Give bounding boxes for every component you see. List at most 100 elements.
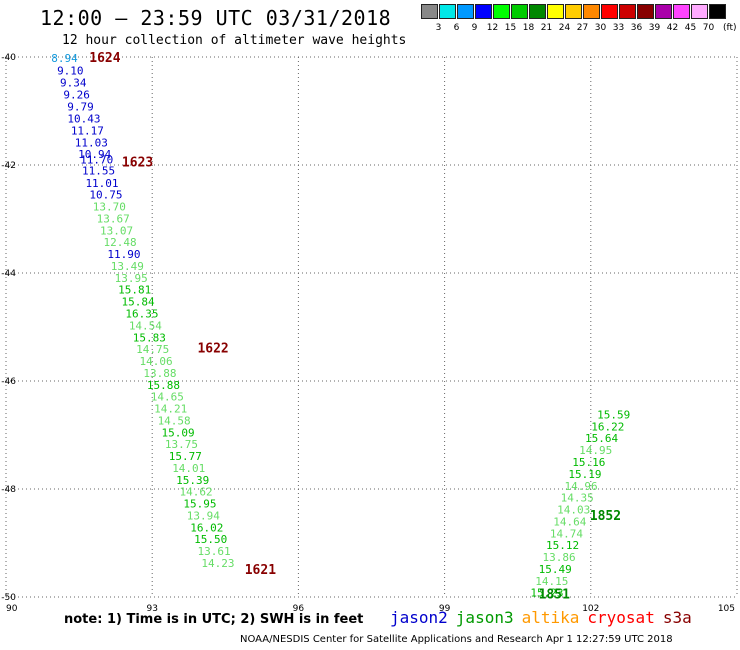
color-scale-swatch [547, 4, 564, 19]
legend-item-jason3: jason3 [455, 608, 514, 627]
color-scale-swatch [619, 4, 636, 19]
wave-height-point: 13.67 [97, 212, 130, 225]
wave-height-point: 13.86 [543, 551, 576, 564]
color-scale-label: 6 [453, 23, 460, 33]
wave-height-point: 13.95 [115, 272, 148, 285]
wave-height-point: 11.55 [82, 164, 115, 177]
wave-height-point: 15.12 [546, 539, 579, 552]
color-scale-swatch [457, 4, 474, 19]
pass-time-label: 1624 [89, 51, 120, 66]
wave-height-point: 11.03 [75, 136, 108, 149]
wave-height-point: 14.75 [136, 343, 169, 356]
color-scale-label: 30 [594, 23, 607, 33]
credit-line: NOAA/NESDIS Center for Satellite Applica… [240, 634, 673, 645]
wave-height-point: 9.10 [57, 65, 84, 78]
x-tick-label: 96 [293, 604, 305, 614]
wave-height-point: 16.35 [125, 308, 158, 321]
pass-time-label: 1851 [539, 587, 570, 602]
wave-height-point: 15.23 [530, 587, 563, 600]
wave-height-point: 15.84 [122, 296, 155, 309]
color-scale-swatch [709, 4, 726, 19]
wave-height-point: 11.17 [71, 124, 104, 137]
wave-height-point: 15.77 [169, 450, 202, 463]
color-scale-swatch [673, 4, 690, 19]
color-scale-label: 39 [648, 23, 661, 33]
legend-item-s3a: s3a [662, 608, 692, 627]
wave-height-point: 15.49 [539, 563, 572, 576]
wave-height-point: 15.81 [118, 284, 151, 297]
x-tick-label: 90 [6, 604, 18, 614]
color-scale-label: 33 [612, 23, 625, 33]
wave-height-point: 13.75 [165, 438, 198, 451]
color-scale-label: 70 [702, 23, 715, 33]
wave-height-point: 13.94 [187, 509, 220, 522]
color-scale-unit: (ft) [723, 23, 737, 33]
legend-item-cryosat: cryosat [587, 608, 655, 627]
wave-height-point: 14.74 [550, 527, 583, 540]
color-scale-swatch [439, 4, 456, 19]
color-scale-label: 45 [684, 23, 697, 33]
x-tick-label: 99 [439, 604, 451, 614]
wave-height-point: 14.64 [553, 515, 586, 528]
color-scale-swatch [529, 4, 546, 19]
wave-height-point: 15.16 [572, 456, 605, 469]
y-tick-label: -50 [1, 593, 16, 603]
wave-height-point: 9.26 [63, 88, 90, 101]
wave-height-point: 12.48 [103, 236, 136, 249]
wave-height-point: 14.58 [158, 414, 191, 427]
wave-height-point: 10.43 [67, 113, 100, 126]
color-scale-swatch [565, 4, 582, 19]
y-tick-label: -48 [1, 485, 16, 495]
color-scale-label: 9 [471, 23, 478, 33]
color-scale-swatch [475, 4, 492, 19]
wave-height-point: 13.61 [198, 545, 231, 558]
color-scale-label: 18 [522, 23, 535, 33]
wave-height-point: 13.49 [111, 260, 144, 273]
color-scale-label: 21 [540, 23, 553, 33]
color-scale-swatch [637, 4, 654, 19]
color-scale-swatch [583, 4, 600, 19]
wave-height-point: 14.21 [154, 403, 187, 416]
wave-height-point: 16.22 [591, 420, 624, 433]
color-scale-label: 27 [576, 23, 589, 33]
x-tick-label: 105 [718, 604, 735, 614]
x-tick-label: 93 [146, 604, 157, 614]
wave-height-point: 15.50 [194, 533, 227, 546]
y-tick-label: -46 [1, 377, 16, 387]
wave-height-point: 11.01 [85, 177, 118, 190]
wave-height-point: 15.09 [161, 426, 194, 439]
color-scale-label: 42 [666, 23, 679, 33]
wave-height-point: 15.59 [597, 408, 630, 421]
wave-height-point: 9.79 [67, 101, 94, 114]
wave-height-point: 15.83 [133, 331, 166, 344]
color-scale-swatch [511, 4, 528, 19]
wave-height-point: 11.70 [80, 154, 113, 167]
color-scale-label: 24 [558, 23, 571, 33]
wave-height-point: 15.88 [147, 379, 180, 392]
wave-height-point: 15.64 [585, 432, 618, 445]
wave-height-point: 14.01 [172, 462, 205, 475]
legend-item-jason2: jason2 [390, 608, 448, 627]
wave-height-point: 14.96 [564, 480, 597, 493]
wave-height-point: 15.19 [568, 468, 601, 481]
wave-height-point: 13.07 [100, 224, 133, 237]
wave-height-point: 14.03 [557, 504, 590, 517]
pass-time-label: 1623 [122, 155, 153, 170]
chart-title: 12:00 — 23:59 UTC 03/31/2018 [40, 6, 392, 30]
color-scale-swatch [493, 4, 510, 19]
wave-height-point: 15.39 [176, 474, 209, 487]
pass-time-label: 1621 [245, 563, 276, 578]
color-scale-swatch [655, 4, 672, 19]
wave-height-point: 14.23 [201, 557, 234, 570]
color-scale-swatch [691, 4, 708, 19]
pass-time-label: 1852 [590, 509, 621, 524]
color-scale-swatch [421, 4, 438, 19]
legend-item-altika: altika [521, 608, 580, 627]
wave-height-point: 14.15 [535, 575, 568, 588]
wave-height-point: 10.94 [78, 148, 111, 161]
wave-height-point: 13.88 [143, 367, 176, 380]
wave-height-point: 13.70 [93, 201, 126, 214]
wave-height-point: 10.75 [89, 189, 122, 202]
chart-subtitle: 12 hour collection of altimeter wave hei… [62, 33, 407, 48]
